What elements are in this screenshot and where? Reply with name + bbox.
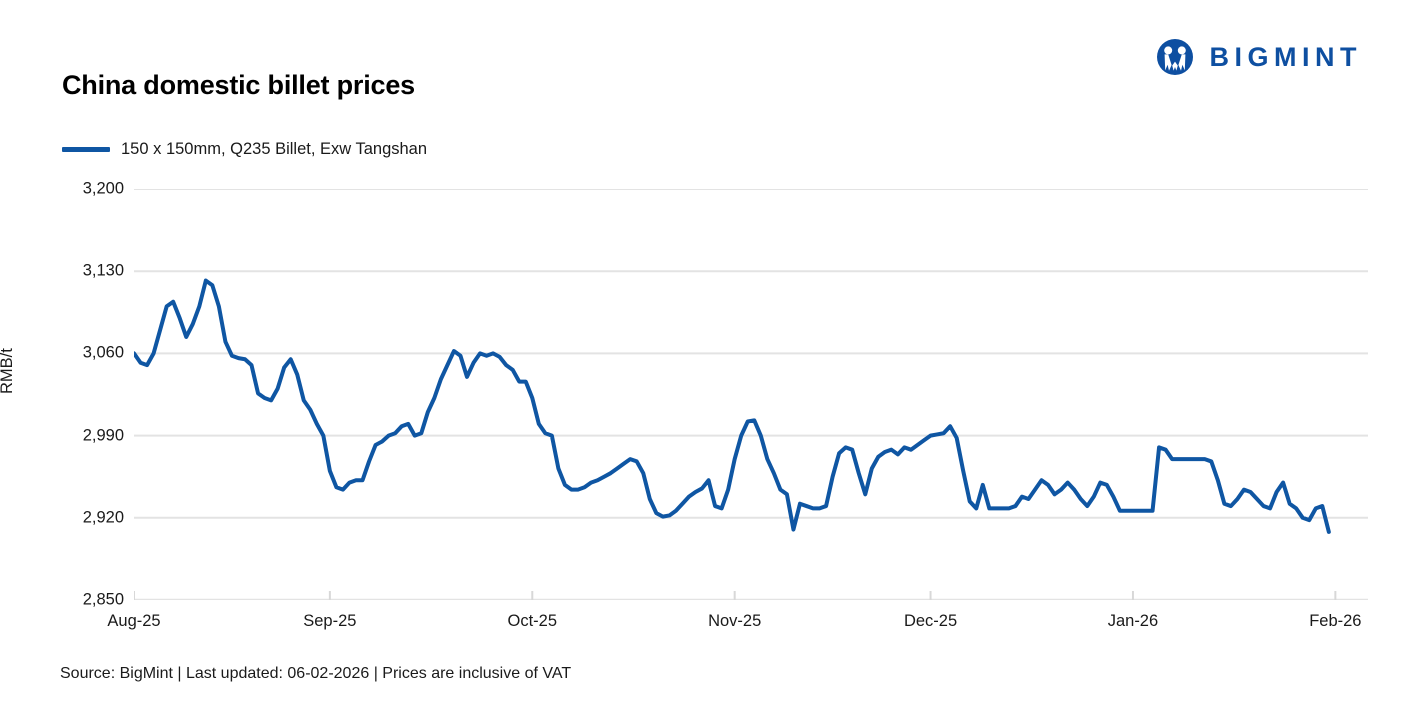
page-title: China domestic billet prices bbox=[62, 70, 415, 100]
y-axis-tick-label: 3,130 bbox=[82, 261, 124, 280]
x-axis-tick-label: Jan-26 bbox=[1107, 612, 1159, 630]
legend-label-billet: 150 x 150mm, Q235 Billet, Exw Tangshan bbox=[121, 140, 428, 158]
brand-name: BIGMINT bbox=[1209, 41, 1362, 72]
y-axis-tick-label: 2,990 bbox=[82, 426, 124, 445]
x-axis-tick-label: Aug-25 bbox=[107, 612, 161, 630]
plot-area bbox=[134, 189, 1368, 600]
legend-swatch-billet bbox=[62, 147, 110, 152]
x-axis-tick-label: Feb-26 bbox=[1309, 612, 1362, 630]
x-axis-tick-label: Sep-25 bbox=[303, 612, 357, 630]
y-axis-tick-label: 2,920 bbox=[82, 508, 124, 527]
bigmint-circle-figures-icon bbox=[1154, 36, 1196, 78]
chart-legend: 150 x 150mm, Q235 Billet, Exw Tangshan bbox=[62, 140, 427, 159]
y-axis-title: RMB/t bbox=[0, 348, 16, 394]
x-axis-tick-label: Oct-25 bbox=[507, 612, 558, 630]
gridlines bbox=[134, 189, 1368, 600]
x-axis-tick-label: Nov-25 bbox=[708, 612, 762, 630]
y-axis-tick-label: 3,200 bbox=[82, 179, 124, 198]
y-axis-tick-label: 2,850 bbox=[82, 590, 124, 609]
x-axis-tick-label: Dec-25 bbox=[903, 612, 958, 630]
series-line bbox=[134, 278, 1331, 534]
y-axis-tick-label: 3,060 bbox=[82, 343, 124, 362]
brand-logo: BIGMINT bbox=[1154, 36, 1363, 78]
series-lines bbox=[134, 278, 1331, 534]
source-note: Source: BigMint | Last updated: 06-02-20… bbox=[60, 665, 572, 682]
